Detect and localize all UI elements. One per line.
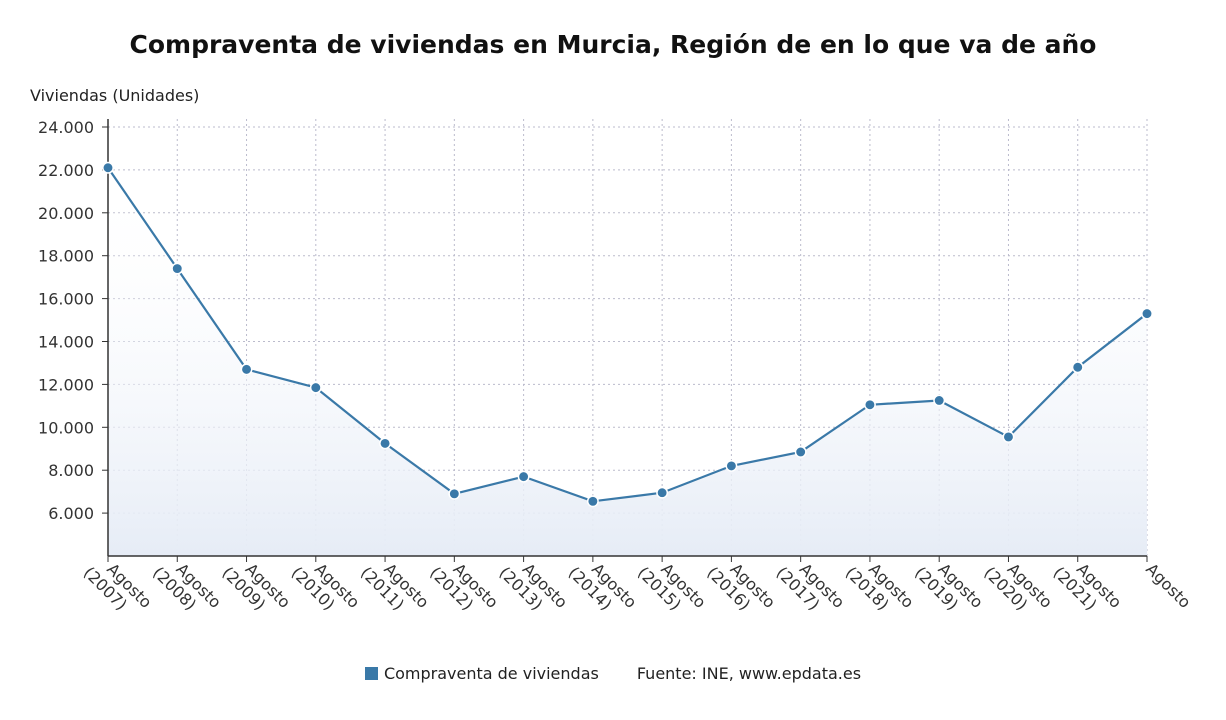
- data-points: [102, 161, 1153, 508]
- x-tick-labels: Agosto(2007) Agosto(2008) Agosto(2009) Agos…: [80, 549, 1195, 625]
- data-point: [1002, 431, 1015, 443]
- legend: Compraventa de viviendas Fuente: INE, ww…: [0, 664, 1226, 683]
- series-area: [108, 167, 1147, 556]
- x-tick-label: Agosto(2012): [426, 549, 502, 625]
- x-tick-label: Agosto(2018): [842, 549, 918, 625]
- legend-swatch: [364, 667, 378, 680]
- x-tick-label: Agosto(2010): [288, 549, 364, 625]
- data-point: [863, 398, 876, 411]
- data-point: [1071, 361, 1084, 374]
- data-point: [171, 262, 184, 275]
- series-line: [107, 167, 1148, 503]
- x-tick-label: Agosto: [1142, 559, 1195, 612]
- data-point: [517, 470, 530, 483]
- y-tick-label: 22.000: [38, 161, 94, 180]
- x-tick-label: Agosto(2016): [703, 549, 779, 625]
- y-tick-label: 14.000: [38, 333, 94, 352]
- y-tick-labels: 6.000 8.000 10.000 12.000 14.000 16.000 18.000…: [38, 118, 94, 523]
- chart-title: Compraventa de viviendas en Murcia, Regi…: [129, 30, 1097, 59]
- x-tick-label: Agosto(2021): [1050, 549, 1126, 625]
- axes: [102, 119, 1148, 562]
- y-tick-label: 20.000: [38, 204, 94, 223]
- data-point: [102, 161, 114, 174]
- y-tick-label: 16.000: [38, 290, 94, 309]
- y-tick-label: 24.000: [38, 118, 94, 137]
- x-tick-label: Agosto(2020): [980, 549, 1056, 625]
- data-point: [448, 487, 461, 500]
- data-point: [794, 446, 807, 458]
- x-tick-label: Agosto(2008): [149, 549, 225, 625]
- data-point: [1141, 307, 1153, 320]
- x-tick-label: Agosto(2015): [634, 549, 710, 625]
- x-tick-label: Agosto(2011): [357, 549, 433, 625]
- x-tick-label: Agosto(2009): [218, 549, 294, 625]
- data-point: [656, 486, 669, 499]
- data-point: [309, 381, 322, 394]
- x-tick-label: Agosto(2014): [565, 549, 641, 625]
- source-note: Fuente: INE, www.epdata.es: [636, 664, 862, 683]
- data-point: [379, 437, 392, 450]
- data-point: [725, 459, 738, 472]
- series-line: [107, 167, 1148, 503]
- y-tick-label: 18.000: [38, 247, 94, 266]
- y-tick-label: 6.000: [48, 504, 94, 523]
- data-point: [586, 495, 599, 508]
- y-axis-label: Viviendas (Unidades): [30, 86, 200, 105]
- y-tick-label: 8.000: [48, 461, 94, 480]
- x-tick-label: Agosto(2013): [495, 549, 571, 625]
- data-point: [240, 363, 253, 376]
- data-point: [933, 394, 946, 407]
- x-tick-label: Agosto(2017): [773, 549, 849, 625]
- x-tick-label: Agosto(2007): [80, 549, 156, 625]
- y-tick-label: 10.000: [38, 418, 94, 437]
- y-tick-label: 12.000: [38, 375, 94, 394]
- legend-series-label: Compraventa de viviendas: [383, 664, 599, 683]
- area-fill: [108, 167, 1147, 556]
- x-tick-label: Agosto(2019): [911, 549, 987, 625]
